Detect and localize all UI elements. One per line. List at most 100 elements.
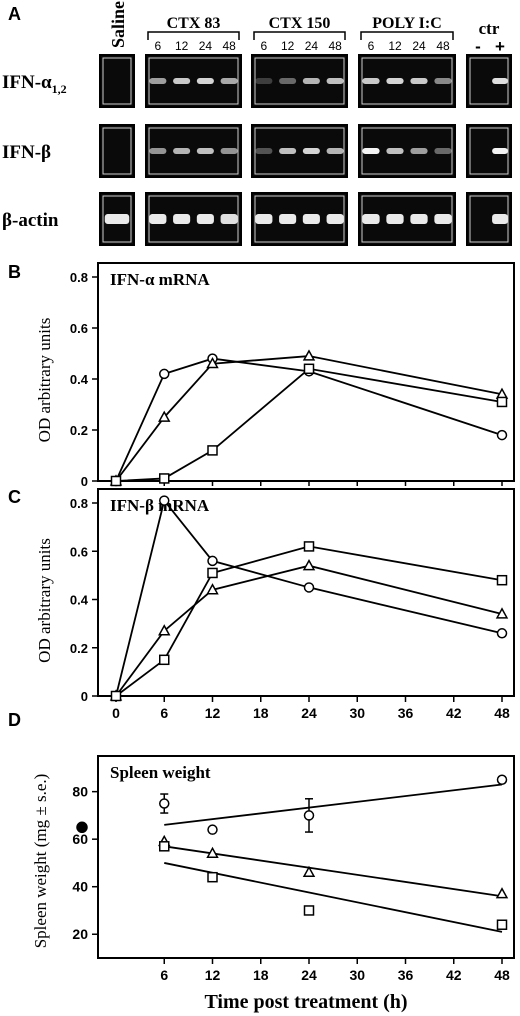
x-tick-label: 48 xyxy=(494,705,510,721)
y-tick-label: 80 xyxy=(72,784,88,800)
ifn-beta-chart: IFN-β mRNA 0 0.2 0.4 0.6 0.8 0 6 12 18 24 30 36 42 48 O… xyxy=(35,488,515,721)
gel-group-saline: Saline xyxy=(108,1,128,48)
marker-square xyxy=(159,654,170,666)
marker-square xyxy=(303,905,315,916)
y-tick-label: 0.6 xyxy=(70,544,88,559)
gel-box-inner xyxy=(148,57,239,105)
marker-filled-circle xyxy=(76,821,88,834)
gel-box xyxy=(99,124,135,178)
panel-label-a: A xyxy=(8,4,21,24)
gel-band xyxy=(326,78,344,84)
panel-label-d: D xyxy=(8,710,21,730)
gel-group-label: POLY I:C xyxy=(372,15,442,32)
gel-group-bracket xyxy=(253,31,346,40)
y-tick-label: 40 xyxy=(72,879,88,895)
x-tick-label: 12 xyxy=(205,705,221,721)
gel-box-inner xyxy=(102,195,132,243)
gel-band xyxy=(196,214,214,224)
gel-band xyxy=(149,148,167,154)
gel-lane-label: 24 xyxy=(199,39,213,53)
panel-label-c: C xyxy=(8,487,21,507)
marker-triangle xyxy=(495,887,509,899)
gel-band xyxy=(104,214,130,224)
gel-lane-label: 12 xyxy=(175,39,189,53)
marker-square xyxy=(110,475,122,487)
marker-triangle xyxy=(206,357,219,369)
series-line-circle xyxy=(115,498,503,697)
gel-band xyxy=(362,214,380,224)
x-tick-label: 18 xyxy=(253,705,269,721)
marker-square xyxy=(496,574,508,586)
gel-group-label: CTX 150 xyxy=(269,15,331,32)
trend-line-square xyxy=(164,862,503,933)
plot-frame xyxy=(97,488,515,697)
gel-group-bracket xyxy=(147,31,240,40)
marker-triangle xyxy=(495,607,509,619)
series-line-square xyxy=(115,367,503,482)
gel-band xyxy=(434,78,452,84)
x-tick-label: 30 xyxy=(349,967,365,983)
marker-square xyxy=(110,690,122,702)
marker-triangle xyxy=(158,624,171,636)
marker-square xyxy=(159,841,170,852)
y-tick-label: 0.6 xyxy=(70,321,88,336)
marker-square xyxy=(207,567,218,579)
x-tick-label: 42 xyxy=(446,967,462,983)
gel-band xyxy=(410,214,428,224)
spleen-weight-chart: Spleen weight 20 40 60 80 6 12 18 24 30 36 42 48 Sple… xyxy=(31,755,515,1013)
gel-lane-label: 12 xyxy=(281,39,295,53)
marker-circle xyxy=(207,824,218,835)
gel-band xyxy=(255,78,273,84)
gel-band xyxy=(279,78,297,84)
chart-title: Spleen weight xyxy=(110,763,211,782)
gel-band xyxy=(302,214,320,224)
marker-circle xyxy=(496,628,508,639)
gel-lane-label: 48 xyxy=(222,39,236,53)
y-tick-label: 60 xyxy=(72,831,88,847)
marker-square xyxy=(159,473,170,484)
marker-square xyxy=(207,445,218,456)
x-tick-label: 0 xyxy=(112,705,120,721)
gel-band xyxy=(196,78,214,84)
marker-circle xyxy=(496,774,508,786)
marker-square xyxy=(207,871,218,883)
gel-band xyxy=(279,214,297,224)
trend-line-circle xyxy=(164,783,503,826)
gel-box-inner xyxy=(361,195,453,243)
series-line-circle xyxy=(115,357,503,482)
gel-band xyxy=(302,78,320,84)
gel-band xyxy=(326,148,344,154)
y-tick-label: 0.2 xyxy=(70,423,88,438)
gel-lane-label: 48 xyxy=(328,39,342,53)
gel-band xyxy=(173,148,191,154)
gel-lane-label: 48 xyxy=(436,39,450,53)
gel-box-inner xyxy=(469,127,509,175)
gel-group-bracket xyxy=(360,31,454,40)
panel-label-b: B xyxy=(8,262,21,282)
gel-band xyxy=(220,78,238,84)
y-tick-label: 20 xyxy=(72,926,88,942)
x-tick-label: 18 xyxy=(253,967,269,983)
gel-lane-label: - xyxy=(475,37,481,56)
gel-lane-label: 24 xyxy=(305,39,319,53)
gel-box-inner xyxy=(469,195,509,243)
marker-circle xyxy=(303,582,315,593)
marker-circle xyxy=(496,429,508,441)
gel-lane-label: 24 xyxy=(412,39,426,53)
gel-band xyxy=(279,148,297,154)
gel-band xyxy=(386,148,404,154)
gel-band xyxy=(434,214,452,224)
gel-lane-label: 12 xyxy=(388,39,402,53)
gel-band xyxy=(434,148,452,154)
x-tick-label: 12 xyxy=(205,967,221,983)
gel-box-inner xyxy=(148,195,239,243)
gel-band xyxy=(173,214,191,224)
gel-lane-label: 6 xyxy=(368,39,375,53)
gel-band xyxy=(386,214,404,224)
gel-lane-label: 6 xyxy=(155,39,162,53)
gel-band xyxy=(492,214,508,224)
gel-box xyxy=(99,54,135,108)
plot-frame xyxy=(97,755,515,959)
